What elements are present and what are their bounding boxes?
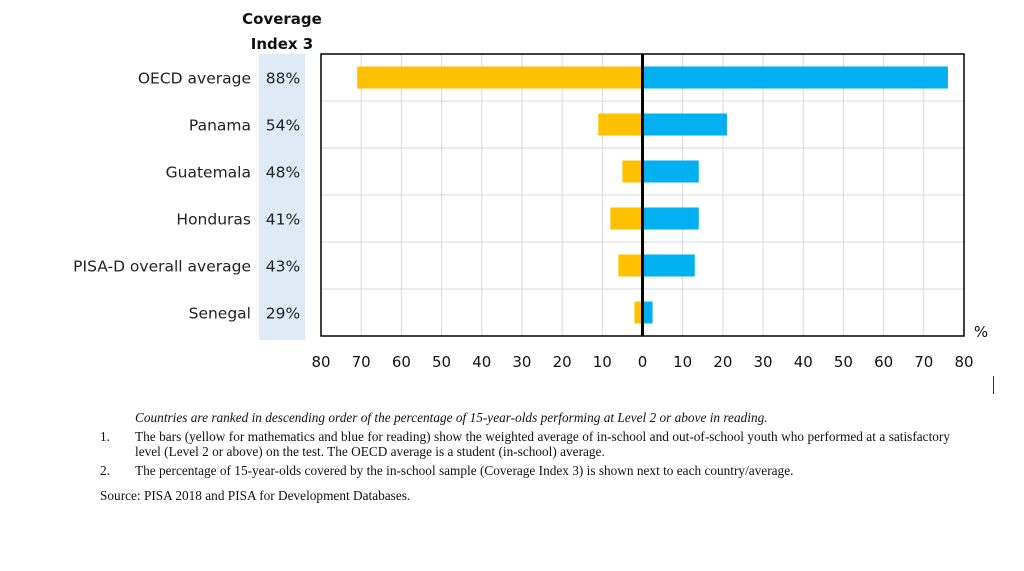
bar-mathematics-1 <box>357 66 643 89</box>
x-tick-label: 70 <box>352 353 371 371</box>
diverging-bar-chart: Coverage Index 3 OECD average Panama Guate… <box>73 10 988 371</box>
coverage-value: 43% <box>266 258 300 276</box>
x-tick-labels: 80 70 60 50 40 30 20 10 0 10 20 30 40 50 60 70 80 <box>311 353 973 371</box>
bar-reading-4 <box>642 207 699 230</box>
bar-reading-3 <box>642 160 699 183</box>
coverage-band <box>259 54 305 340</box>
category-label: Guatemala <box>166 164 251 182</box>
x-tick-label: 50 <box>834 353 853 371</box>
x-tick-label: 0 <box>638 353 648 371</box>
bar-reading-1 <box>642 66 948 89</box>
category-labels: OECD average Panama Guatemala Honduras PISA-… <box>73 70 251 323</box>
source-note: Source: PISA 2018 and PISA for Developme… <box>100 488 411 503</box>
coverage-value: 88% <box>266 70 300 88</box>
bar-reading-5 <box>642 254 695 277</box>
x-tick-label: 10 <box>673 353 692 371</box>
category-label: Honduras <box>176 211 251 229</box>
coverage-value: 48% <box>266 164 300 182</box>
footnote-1: 1. The bars (yellow for mathematics and … <box>100 429 950 460</box>
x-tick-label: 40 <box>472 353 491 371</box>
x-tick-label: 80 <box>954 353 973 371</box>
footnotes: Countries are ranked in descending order… <box>100 410 950 504</box>
bar-reading-2 <box>642 113 727 136</box>
coverage-values: 88% 54% 48% 41% 43% 29% <box>266 70 300 323</box>
x-tick-label: 60 <box>392 353 411 371</box>
text-cursor <box>993 376 994 394</box>
footnote-2-number: 2. <box>100 462 110 478</box>
bar-mathematics-5 <box>618 254 643 277</box>
footnote-1-text: The bars (yellow for mathematics and blu… <box>135 428 950 460</box>
coverage-value: 29% <box>266 305 300 323</box>
bar-mathematics-6 <box>634 301 643 324</box>
bar-mathematics-3 <box>622 160 643 183</box>
bar-mathematics-4 <box>610 207 643 230</box>
x-tick-label: 20 <box>553 353 572 371</box>
footnote-1-number: 1. <box>100 428 110 444</box>
unit-label: % <box>974 323 988 341</box>
x-tick-label: 20 <box>713 353 732 371</box>
x-tick-label: 30 <box>754 353 773 371</box>
coverage-header-line1: Coverage <box>242 10 322 28</box>
x-tick-label: 70 <box>914 353 933 371</box>
x-tick-label: 10 <box>593 353 612 371</box>
footnote-2: 2. The percentage of 15-year-olds covere… <box>100 463 950 479</box>
x-tick-label: 60 <box>874 353 893 371</box>
category-label: Senegal <box>189 305 251 323</box>
bar-reading-6 <box>642 301 653 324</box>
coverage-value: 54% <box>266 117 300 135</box>
x-tick-label: 80 <box>311 353 330 371</box>
footnote-2-text: The percentage of 15-year-olds covered b… <box>135 462 794 478</box>
x-tick-label: 50 <box>432 353 451 371</box>
x-tick-label: 40 <box>794 353 813 371</box>
category-label: OECD average <box>138 70 251 88</box>
category-label: Panama <box>189 117 251 135</box>
category-label: PISA-D overall average <box>73 258 251 276</box>
bars <box>357 66 948 324</box>
bar-mathematics-2 <box>598 113 643 136</box>
x-tick-label: 30 <box>512 353 531 371</box>
coverage-header-line2: Index 3 <box>251 35 314 53</box>
ranking-note: Countries are ranked in descending order… <box>135 410 768 425</box>
coverage-value: 41% <box>266 211 300 229</box>
